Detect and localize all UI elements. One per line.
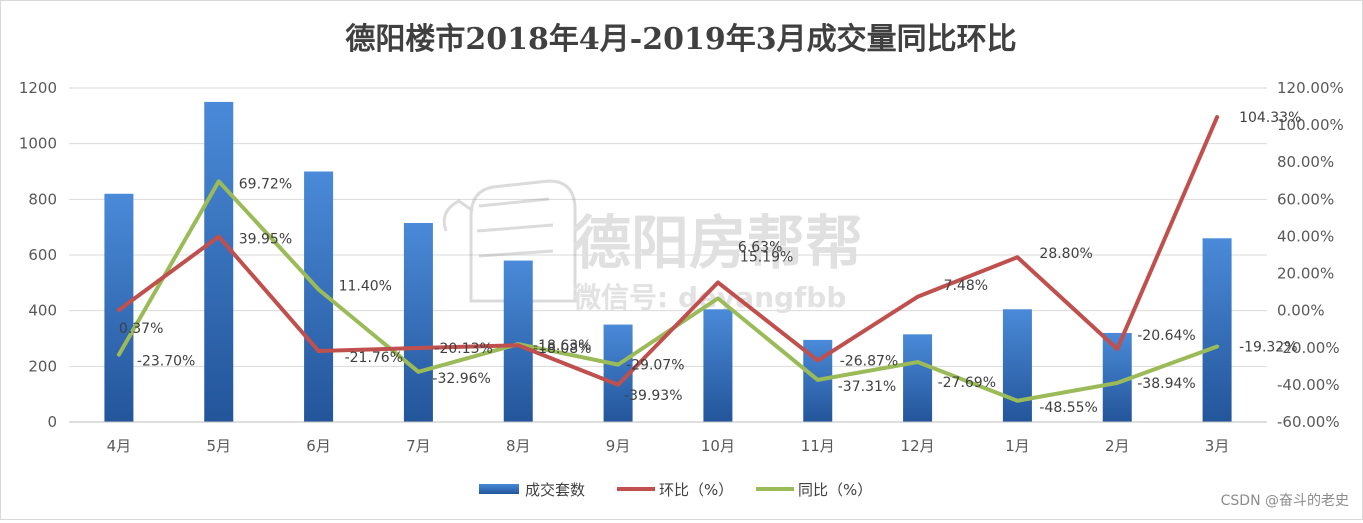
- yoy-data-label: -27.69%: [938, 375, 996, 391]
- x-tick-label: 8月: [506, 437, 531, 455]
- x-tick-label: 7月: [406, 437, 431, 455]
- y-left-tick-label: 200: [28, 357, 57, 375]
- x-tick-label: 2月: [1105, 437, 1130, 455]
- yoy-data-label: 6.63%: [738, 239, 782, 255]
- y-right-tick-label: 0.00%: [1277, 302, 1325, 320]
- bar: [703, 309, 732, 422]
- x-tick-label: 1月: [1005, 437, 1030, 455]
- x-tick-label: 12月: [901, 437, 935, 455]
- mom-data-label: -20.64%: [1137, 328, 1195, 344]
- x-tick-label: 3月: [1205, 437, 1230, 455]
- y-right-tick-label: 120.00%: [1277, 79, 1344, 97]
- yoy-data-label: -32.96%: [432, 371, 490, 387]
- y-right-tick-label: -40.00%: [1277, 376, 1340, 394]
- mom-data-label: 7.48%: [944, 278, 988, 294]
- y-left-tick-label: 0: [47, 413, 57, 431]
- bar: [404, 223, 433, 422]
- yoy-data-label: -19.32%: [1239, 340, 1297, 356]
- legend: 成交套数 环比（%） 同比（%）: [479, 481, 872, 499]
- mom-data-label: 39.95%: [239, 232, 292, 248]
- legend-swatch-bars: [479, 484, 519, 494]
- y-left-tick-label: 800: [28, 190, 57, 208]
- y-right-tick-label: -60.00%: [1277, 413, 1340, 431]
- x-tick-label: 9月: [606, 437, 631, 455]
- legend-label-bars: 成交套数: [525, 481, 585, 499]
- legend-label-yoy: 同比（%）: [798, 481, 872, 499]
- x-tick-label: 10月: [701, 437, 735, 455]
- bar: [1203, 238, 1232, 422]
- y-left-tick-label: 1000: [19, 135, 57, 153]
- watermark-title: 德阳房帮帮: [573, 209, 863, 277]
- chart-title: 德阳楼市2018年4月-2019年3月成交量同比环比: [345, 22, 1016, 57]
- x-tick-label: 5月: [206, 437, 231, 455]
- watermark-subtitle: 微信号: deyangfbb: [572, 281, 846, 314]
- y-right-tick-label: 40.00%: [1277, 227, 1334, 245]
- bar: [903, 334, 932, 422]
- yoy-data-label: -29.07%: [626, 358, 684, 374]
- y-right-tick-label: 80.00%: [1277, 153, 1334, 171]
- mom-data-label: 104.33%: [1239, 110, 1301, 126]
- mom-data-label: -39.93%: [624, 388, 682, 404]
- mom-data-label: -20.13%: [434, 341, 492, 357]
- yoy-data-label: -18.08%: [533, 341, 591, 357]
- mom-data-label: -26.87%: [840, 354, 898, 370]
- y-left-tick-label: 1200: [19, 79, 57, 97]
- bar: [204, 102, 233, 422]
- x-tick-label: 6月: [306, 437, 331, 455]
- x-tick-label: 11月: [801, 437, 835, 455]
- y-left-tick-label: 400: [28, 302, 57, 320]
- y-right-tick-label: 60.00%: [1277, 190, 1334, 208]
- y-right-tick-label: 20.00%: [1277, 265, 1334, 283]
- yoy-data-label: -23.70%: [137, 354, 195, 370]
- yoy-data-label: 11.40%: [339, 279, 392, 295]
- y-left-tick-label: 600: [28, 246, 57, 264]
- yoy-data-label: -38.94%: [1137, 376, 1195, 392]
- yoy-data-label: 69.72%: [239, 176, 292, 192]
- bar: [504, 261, 533, 422]
- yoy-data-label: -37.31%: [838, 379, 896, 395]
- yoy-data-label: -48.55%: [1039, 400, 1097, 416]
- mom-data-label: -21.76%: [345, 350, 403, 366]
- mom-data-label: 28.80%: [1039, 246, 1092, 262]
- mom-data-label: 0.37%: [119, 321, 163, 337]
- legend-label-mom: 环比（%）: [659, 481, 733, 499]
- bar: [1003, 309, 1032, 422]
- x-tick-label: 4月: [107, 437, 132, 455]
- csdn-credit: CSDN @奋斗的老史: [1221, 493, 1349, 509]
